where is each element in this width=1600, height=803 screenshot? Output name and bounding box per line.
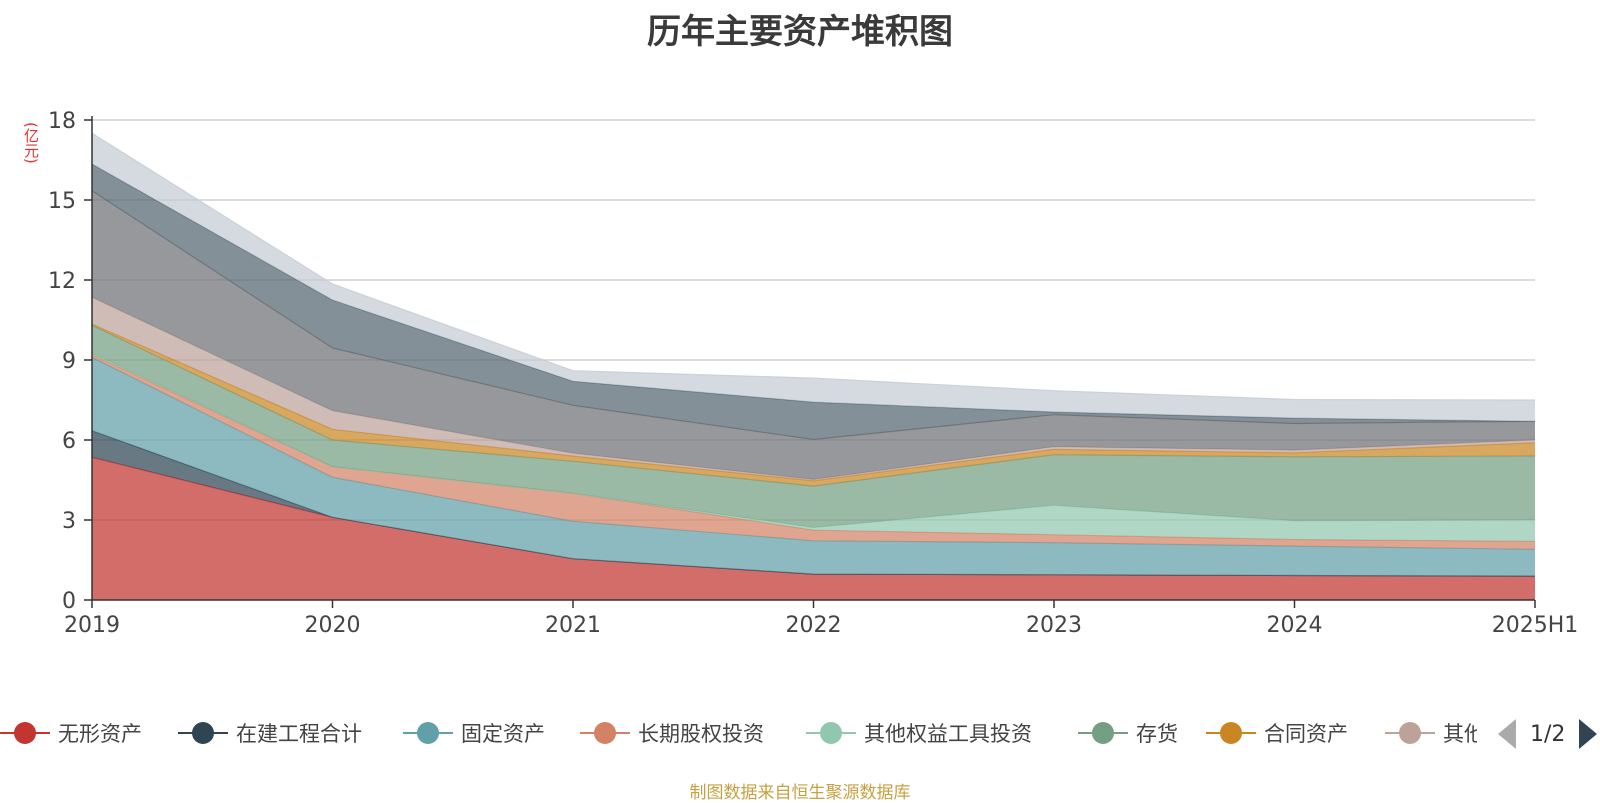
area-series-5 <box>92 325 1535 528</box>
legend: 无形资产 在建工程合计 固定资产 长期股权投资 其他权益工具投资 存货 合同资产 其他 <box>0 715 1477 751</box>
legend-item[interactable]: 存货 <box>1078 715 1178 751</box>
legend-marker-icon <box>806 715 856 751</box>
legend-pager: 1/2 <box>1498 717 1598 751</box>
y-tick-label: 3 <box>62 509 76 534</box>
legend-label: 存货 <box>1136 722 1178 746</box>
legend-marker-icon <box>403 715 453 751</box>
legend-marker-icon <box>0 715 50 751</box>
legend-label: 在建工程合计 <box>236 722 362 746</box>
chart-title: 历年主要资产堆积图 <box>647 12 953 52</box>
legend-item[interactable]: 在建工程合计 <box>178 715 362 751</box>
y-tick-label: 15 <box>48 189 76 214</box>
x-tick-label: 2021 <box>545 613 601 638</box>
legend-marker-icon <box>178 715 228 751</box>
y-axis-unit-label: (亿元) <box>22 122 40 164</box>
legend-page-indicator: 1/2 <box>1530 721 1566 747</box>
area-series-7 <box>92 297 1535 481</box>
legend-item[interactable]: 其他 <box>1385 715 1477 751</box>
x-tick-label: 2020 <box>305 613 361 638</box>
area-series-4 <box>92 353 1535 542</box>
area-series-9 <box>92 164 1535 440</box>
legend-marker-icon <box>1078 715 1128 751</box>
y-tick-label: 0 <box>62 589 76 614</box>
legend-viewport: 无形资产 在建工程合计 固定资产 长期股权投资 其他权益工具投资 存货 合同资产 其他 <box>0 715 1477 751</box>
area-series-edge-10 <box>91 132 1536 401</box>
legend-item[interactable]: 无形资产 <box>0 715 142 751</box>
y-tick-label: 12 <box>48 269 76 294</box>
y-tick-label: 18 <box>48 109 76 134</box>
x-tick-label: 2019 <box>64 613 120 638</box>
x-tick-label: 2025H1 <box>1492 613 1579 638</box>
x-tick-label: 2023 <box>1026 613 1082 638</box>
legend-label: 合同资产 <box>1264 722 1348 746</box>
area-series-8 <box>92 190 1535 480</box>
legend-prev-page-icon[interactable] <box>1498 719 1516 749</box>
legend-item[interactable]: 固定资产 <box>403 715 545 751</box>
legend-next-page-icon[interactable] <box>1579 719 1598 749</box>
legend-label: 固定资产 <box>461 722 545 746</box>
stacked-area-chart: 0 3 6 9 12 15 18 2019 2020 2021 2022 2023 2024 2025H1 <box>48 109 1578 638</box>
data-source-note: 制图数据来自恒生聚源数据库 <box>689 783 911 803</box>
x-tick-label: 2024 <box>1267 613 1323 638</box>
area-series-0 <box>92 457 1535 600</box>
legend-marker-icon <box>1385 715 1435 751</box>
y-tick-label: 9 <box>62 349 76 374</box>
legend-label: 长期股权投资 <box>638 722 764 746</box>
axes: 0 3 6 9 12 15 18 2019 2020 2021 2022 2023 2024 2025H1 <box>48 109 1578 638</box>
legend-label: 无形资产 <box>58 722 142 746</box>
series-areas <box>91 132 1536 600</box>
x-tick-label: 2022 <box>786 613 842 638</box>
legend-item[interactable]: 长期股权投资 <box>580 715 764 751</box>
legend-item[interactable]: 其他权益工具投资 <box>806 715 1032 751</box>
legend-label: 其他权益工具投资 <box>864 722 1032 746</box>
legend-marker-icon <box>1206 715 1256 751</box>
legend-label: 其他 <box>1443 722 1477 746</box>
y-tick-label: 6 <box>62 429 76 454</box>
area-series-2 <box>92 357 1535 576</box>
area-series-6 <box>92 324 1535 487</box>
legend-item[interactable]: 合同资产 <box>1206 715 1348 751</box>
legend-marker-icon <box>580 715 630 751</box>
